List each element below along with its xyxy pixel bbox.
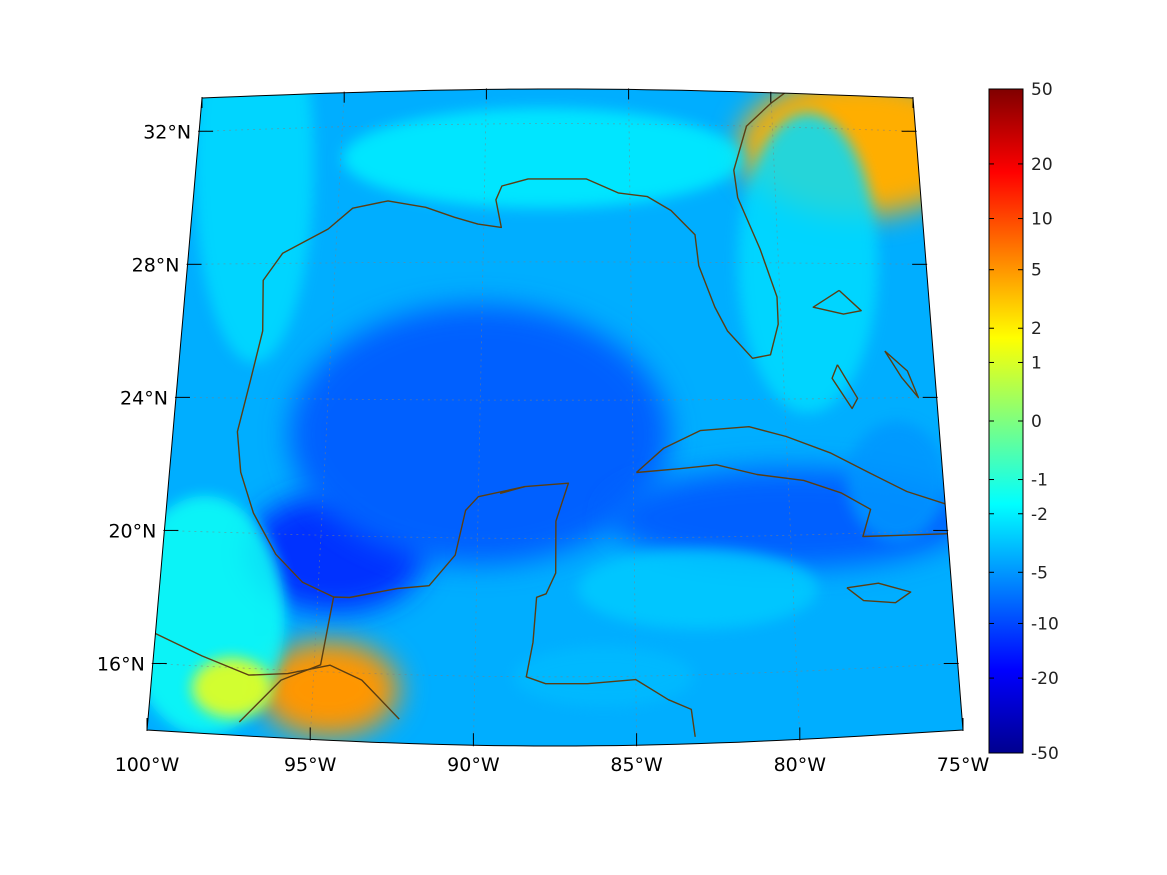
latitude-label: 20°N — [108, 520, 156, 542]
longitude-label: 95°W — [284, 754, 337, 776]
latitude-labels: 32°N 28°N 24°N 20°N 16°N — [97, 121, 191, 675]
longitude-label: 80°W — [774, 754, 827, 776]
longitude-label: 100°W — [115, 754, 180, 776]
longitude-label: 75°W — [937, 754, 990, 776]
coastline-mexico-us-coast — [236, 89, 794, 598]
coastline-gulf-coast — [238, 482, 696, 737]
coastline-bahamas-2 — [831, 364, 859, 410]
latitude-label: 16°N — [97, 653, 145, 675]
colorbar-tick-label: -2 — [1031, 505, 1048, 525]
parallel — [175, 397, 937, 401]
parallel — [152, 663, 958, 678]
field-anomaly-0 — [259, 641, 400, 738]
latitude-label: 32°N — [143, 121, 191, 143]
coastline-bahamas-1 — [812, 289, 862, 315]
colorbar-tick-label: -20 — [1031, 669, 1059, 689]
colorbar-tick-label: -10 — [1031, 614, 1059, 634]
longitude-label: 85°W — [610, 754, 663, 776]
field-anomaly-3 — [289, 304, 670, 565]
longitude-labels: 100°W 95°W 90°W 85°W 80°W 75°W — [115, 754, 990, 776]
colorbar-tick-label: 5 — [1031, 261, 1042, 281]
coastline-bahamas-3 — [884, 350, 920, 399]
colorbar-tick-label: 0 — [1031, 412, 1042, 432]
coastline-jamaica — [846, 582, 912, 604]
colorbar-tick-label: 20 — [1031, 155, 1053, 175]
field-texture-4 — [737, 113, 878, 414]
field-anomalies — [147, 89, 963, 738]
colorbar-tick-label: -1 — [1031, 471, 1048, 491]
colorbar-tick-label: 10 — [1031, 210, 1053, 230]
meridian — [473, 89, 487, 746]
meridian — [628, 89, 637, 746]
field-texture-1 — [191, 657, 272, 718]
colorbar-tick-label: -5 — [1031, 563, 1048, 583]
latitude-label: 28°N — [132, 254, 180, 276]
field-texture-6 — [846, 421, 947, 542]
map-body — [147, 89, 963, 746]
coastline-pacific-coast — [155, 632, 400, 720]
coastlines — [155, 89, 963, 737]
longitude-label: 90°W — [447, 754, 500, 776]
colorbar-gradient — [988, 88, 1024, 754]
field-texture-3 — [342, 108, 743, 209]
coastline-yucatan-bay — [499, 485, 526, 495]
colorbar-tick-label: 2 — [1031, 319, 1042, 339]
field-texture-2 — [193, 89, 314, 363]
field-texture-5 — [577, 548, 818, 629]
frame-ticks — [146, 88, 964, 747]
latitude-label: 24°N — [120, 387, 168, 409]
colorbar-tick-label: 1 — [1031, 353, 1042, 373]
colorbar-tick-label: -50 — [1031, 744, 1059, 764]
colorbar-tick-label: 50 — [1031, 80, 1053, 100]
